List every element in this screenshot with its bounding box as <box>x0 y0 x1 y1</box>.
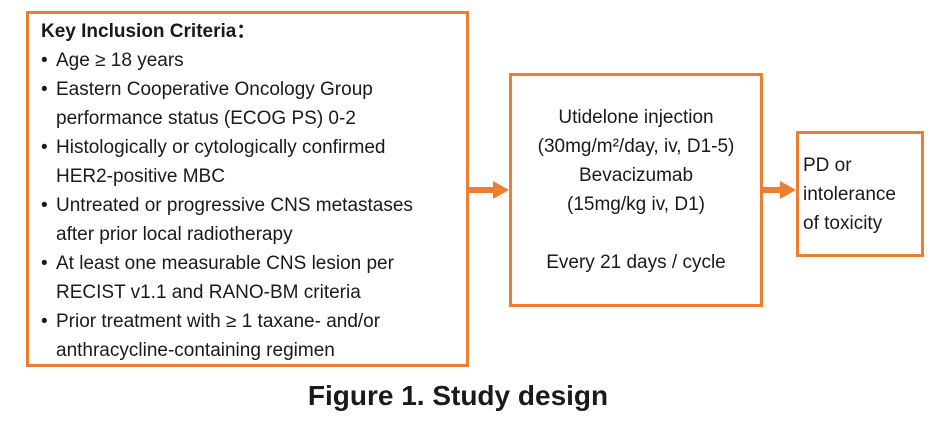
figure-caption: Figure 1. Study design <box>307 380 609 411</box>
list-item: • Age ≥ 18 years <box>41 46 458 75</box>
inclusion-criteria-title: Key Inclusion Criteria： <box>41 21 256 42</box>
list-item: • Eastern Cooperative Oncology Group per… <box>41 75 458 133</box>
bullet-icon: • <box>41 79 48 100</box>
criterion-text: Prior treatment with ≥ 1 taxane- and/or … <box>56 311 381 361</box>
bullet-icon: • <box>41 195 48 216</box>
arrow-tail <box>469 187 493 193</box>
criterion-text: At least one measurable CNS lesion per R… <box>56 253 394 303</box>
criterion-text: Age ≥ 18 years <box>56 50 184 71</box>
treatment-line-spacer <box>512 219 760 248</box>
bullet-icon: • <box>41 311 48 332</box>
endpoint-box: PD or intolerance of toxicity <box>796 131 924 257</box>
treatment-line: Every 21 days / cycle <box>546 252 726 273</box>
flow-arrow-right-icon <box>469 181 509 199</box>
treatment-line: Utidelone injection <box>558 107 714 128</box>
arrow-tail <box>763 187 780 193</box>
criterion-text: Histologically or cytologically confirme… <box>56 137 386 187</box>
bullet-icon: • <box>41 50 48 71</box>
treatment-regimen-box: Utidelone injection (30mg/m²/day, iv, D1… <box>509 73 763 307</box>
treatment-line: (30mg/m²/day, iv, D1-5) <box>537 136 735 157</box>
bullet-icon: • <box>41 253 48 274</box>
inclusion-criteria-box: Key Inclusion Criteria： • Age ≥ 18 years… <box>26 11 469 367</box>
inclusion-criteria-list: • Age ≥ 18 years • Eastern Cooperative O… <box>41 46 458 365</box>
criterion-text: Eastern Cooperative Oncology Group perfo… <box>56 79 373 129</box>
arrow-head <box>493 181 509 199</box>
arrow-head <box>780 181 796 199</box>
list-item: • Histologically or cytologically confir… <box>41 133 458 191</box>
list-item: • Untreated or progressive CNS metastase… <box>41 191 458 249</box>
bullet-icon: • <box>41 137 48 158</box>
flow-arrow-right-icon <box>763 181 796 199</box>
treatment-line: Bevacizumab <box>578 165 694 186</box>
treatment-line: (15mg/kg iv, D1) <box>567 194 705 215</box>
list-item: • Prior treatment with ≥ 1 taxane- and/o… <box>41 307 458 365</box>
list-item: • At least one measurable CNS lesion per… <box>41 249 458 307</box>
criterion-text: Untreated or progressive CNS metastases … <box>56 195 413 245</box>
endpoint-text: PD or intolerance of toxicity <box>803 154 896 234</box>
